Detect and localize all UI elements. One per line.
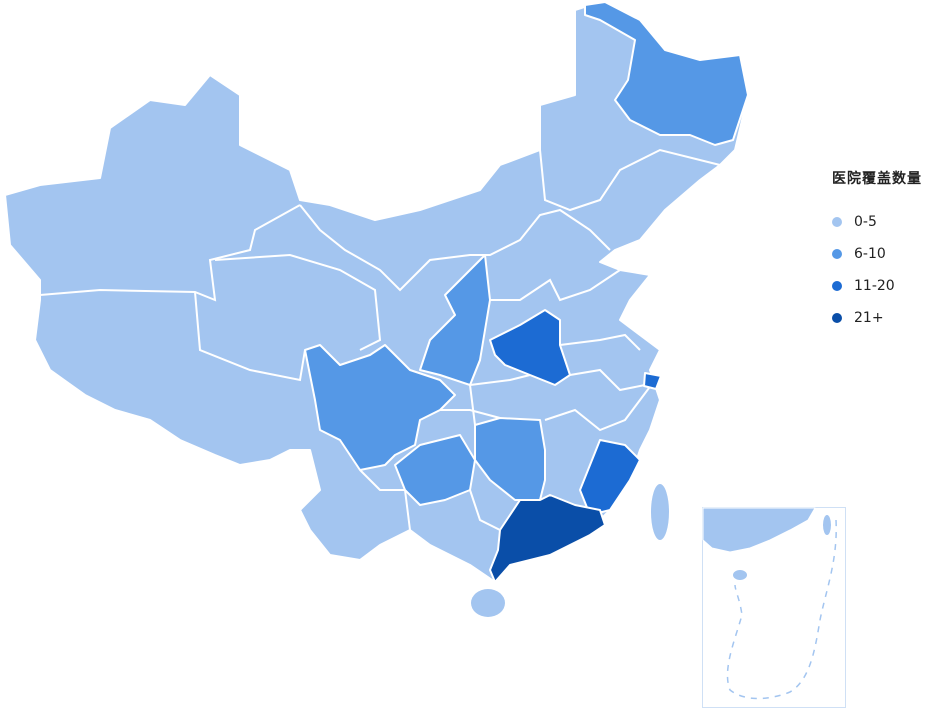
region-sichuan[interactable] [304, 344, 456, 471]
region-hunan[interactable] [474, 417, 546, 501]
inset-taiwan [823, 515, 831, 535]
province-border [214, 253, 382, 351]
legend: 医院覆盖数量 0-5 6-10 11-20 21+ [832, 168, 922, 338]
province-border [440, 409, 501, 419]
legend-label: 6-10 [854, 246, 886, 262]
province-border [299, 204, 611, 292]
legend-title: 医院覆盖数量 [832, 171, 922, 187]
map-land [4, 1, 749, 617]
south-china-sea-inset [702, 507, 846, 708]
legend-item-0-5[interactable]: 0-5 [832, 202, 922, 242]
province-border [490, 269, 621, 302]
province-border [569, 368, 646, 392]
region-henan[interactable] [489, 309, 571, 386]
legend-item-21-plus[interactable]: 21+ [832, 298, 922, 338]
legend-label: 0-5 [854, 214, 877, 230]
province-border [359, 469, 405, 491]
province-border [539, 148, 721, 212]
legend-dot-icon [832, 281, 842, 291]
legend-label: 21+ [854, 310, 884, 326]
region-shanghai[interactable] [643, 372, 662, 390]
province-border [544, 379, 656, 432]
province-border [404, 489, 411, 531]
legend-label: 11-20 [854, 278, 895, 294]
region-guangdong[interactable] [489, 494, 606, 583]
legend-dot-icon [832, 217, 842, 227]
province-border [559, 333, 641, 351]
region-hainan[interactable] [471, 589, 505, 617]
legend-dot-icon [832, 313, 842, 323]
province-border [469, 489, 501, 531]
province-border [194, 291, 306, 382]
inset-mainland[interactable] [702, 507, 816, 553]
province-border [39, 204, 301, 302]
region-taiwan[interactable] [651, 484, 669, 540]
region-heilongjiang[interactable] [584, 1, 749, 146]
legend-item-11-20[interactable]: 11-20 [832, 266, 922, 306]
legend-item-6-10[interactable]: 6-10 [832, 234, 922, 274]
legend-dot-icon [832, 249, 842, 259]
inset-hainan [733, 570, 747, 580]
map-regions [304, 1, 749, 583]
region-guizhou[interactable] [394, 434, 476, 506]
mainland-region[interactable] [4, 1, 749, 583]
region-fujian[interactable] [579, 439, 641, 516]
region-shaanxi[interactable] [419, 254, 491, 386]
province-border [469, 374, 531, 386]
